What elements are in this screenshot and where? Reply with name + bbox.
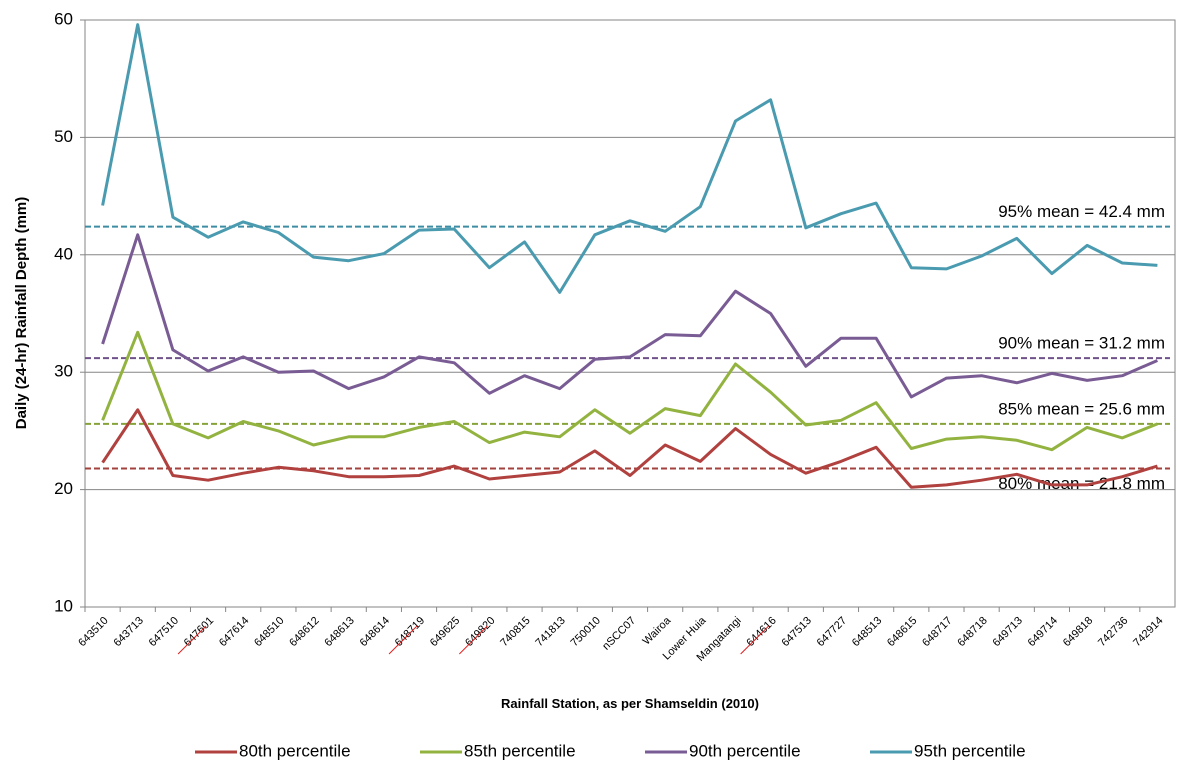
x-tick: 647614	[217, 615, 251, 649]
series-line	[101, 330, 1158, 452]
mean-label: 85% mean = 25.6 mm	[998, 399, 1165, 418]
x-tick-label: 648719	[393, 615, 427, 649]
x-tick: 643510	[76, 615, 110, 649]
x-tick: 649713	[991, 615, 1025, 649]
strike-mark	[459, 625, 488, 655]
x-tick-label: 648513	[850, 615, 884, 649]
x-tick: 648719	[393, 615, 427, 649]
x-tick: 647510	[147, 615, 181, 649]
legend-label: 90th percentile	[689, 741, 801, 760]
x-tick-label: nSCC07	[600, 615, 638, 653]
x-tick-label: 647510	[147, 615, 181, 649]
x-tick: 750010	[569, 615, 603, 649]
x-tick: 649820	[463, 615, 497, 649]
x-tick-label: Wairoa	[641, 614, 674, 647]
x-tick-label: 648615	[885, 615, 919, 649]
legend-label: 85th percentile	[464, 741, 576, 760]
x-tick-label: 648613	[322, 615, 356, 649]
x-tick: 648614	[358, 615, 392, 649]
x-axis-title: Rainfall Station, as per Shamseldin (201…	[501, 696, 759, 711]
x-tick-label: 648614	[358, 615, 392, 649]
x-tick-label: 647727	[815, 615, 849, 649]
x-tick-label: 648612	[287, 615, 321, 649]
x-tick-label: 649818	[1061, 615, 1095, 649]
y-tick-label: 50	[54, 127, 73, 146]
strike-mark	[177, 625, 207, 655]
legend-label: 80th percentile	[239, 741, 351, 760]
x-tick-label: 741813	[533, 615, 567, 649]
x-tick: 648615	[885, 615, 919, 649]
x-tick-label: 647614	[217, 615, 251, 649]
y-tick-label: 20	[54, 479, 73, 498]
x-tick-label: 647513	[780, 615, 814, 649]
mean-label: 90% mean = 31.2 mm	[998, 334, 1165, 353]
x-tick: 647601	[182, 615, 216, 649]
x-tick-label: 648718	[955, 615, 989, 649]
x-tick: 649714	[1026, 615, 1060, 649]
x-tick: 648612	[287, 615, 321, 649]
x-tick: 648510	[252, 615, 286, 649]
x-tick-label: 742914	[1131, 615, 1165, 649]
x-tick: 648718	[955, 615, 989, 649]
x-tick: 742736	[1096, 615, 1130, 649]
x-tick-label: 742736	[1096, 615, 1130, 649]
x-tick: 648513	[850, 615, 884, 649]
strike-mark	[740, 625, 769, 655]
x-tick: 648717	[920, 615, 954, 649]
plot-frame	[84, 19, 1176, 608]
x-tick: Wairoa	[641, 614, 674, 647]
x-tick-label: 750010	[569, 615, 603, 649]
x-tick: 647513	[780, 615, 814, 649]
x-tick-label: 648510	[252, 615, 286, 649]
series-line	[101, 233, 1158, 399]
y-tick-label: 40	[54, 244, 73, 263]
x-tick: 741813	[533, 615, 567, 649]
x-tick-label: 648717	[920, 615, 954, 649]
legend-label: 95th percentile	[914, 741, 1026, 760]
y-tick-label: 10	[54, 596, 73, 615]
x-tick-label: 649713	[991, 615, 1025, 649]
x-tick: 649625	[428, 615, 462, 649]
x-tick: 740815	[498, 615, 532, 649]
x-tick-label: 649625	[428, 615, 462, 649]
x-tick: nSCC07	[600, 615, 638, 653]
x-tick: 647727	[815, 615, 849, 649]
y-tick-label: 30	[54, 362, 73, 381]
x-tick-label: 647601	[182, 615, 216, 649]
x-tick-label: 643713	[111, 615, 145, 649]
x-tick-label: 649820	[463, 615, 497, 649]
x-tick: 648613	[322, 615, 356, 649]
x-tick: 742914	[1131, 615, 1165, 649]
y-tick-label: 60	[54, 9, 73, 28]
x-tick-label: 643510	[76, 615, 110, 649]
series-line	[101, 23, 1158, 294]
x-tick-label: 644616	[744, 615, 778, 649]
x-tick-label: 649714	[1026, 615, 1060, 649]
strike-mark	[388, 625, 418, 655]
x-tick-label: 740815	[498, 615, 532, 649]
x-tick: 644616	[744, 615, 778, 649]
y-axis-title: Daily (24-hr) Rainfall Depth (mm)	[13, 197, 30, 430]
x-tick: 643713	[111, 615, 145, 649]
mean-label: 95% mean = 42.4 mm	[998, 202, 1165, 221]
series-line	[101, 408, 1158, 489]
x-tick: 649818	[1061, 615, 1095, 649]
